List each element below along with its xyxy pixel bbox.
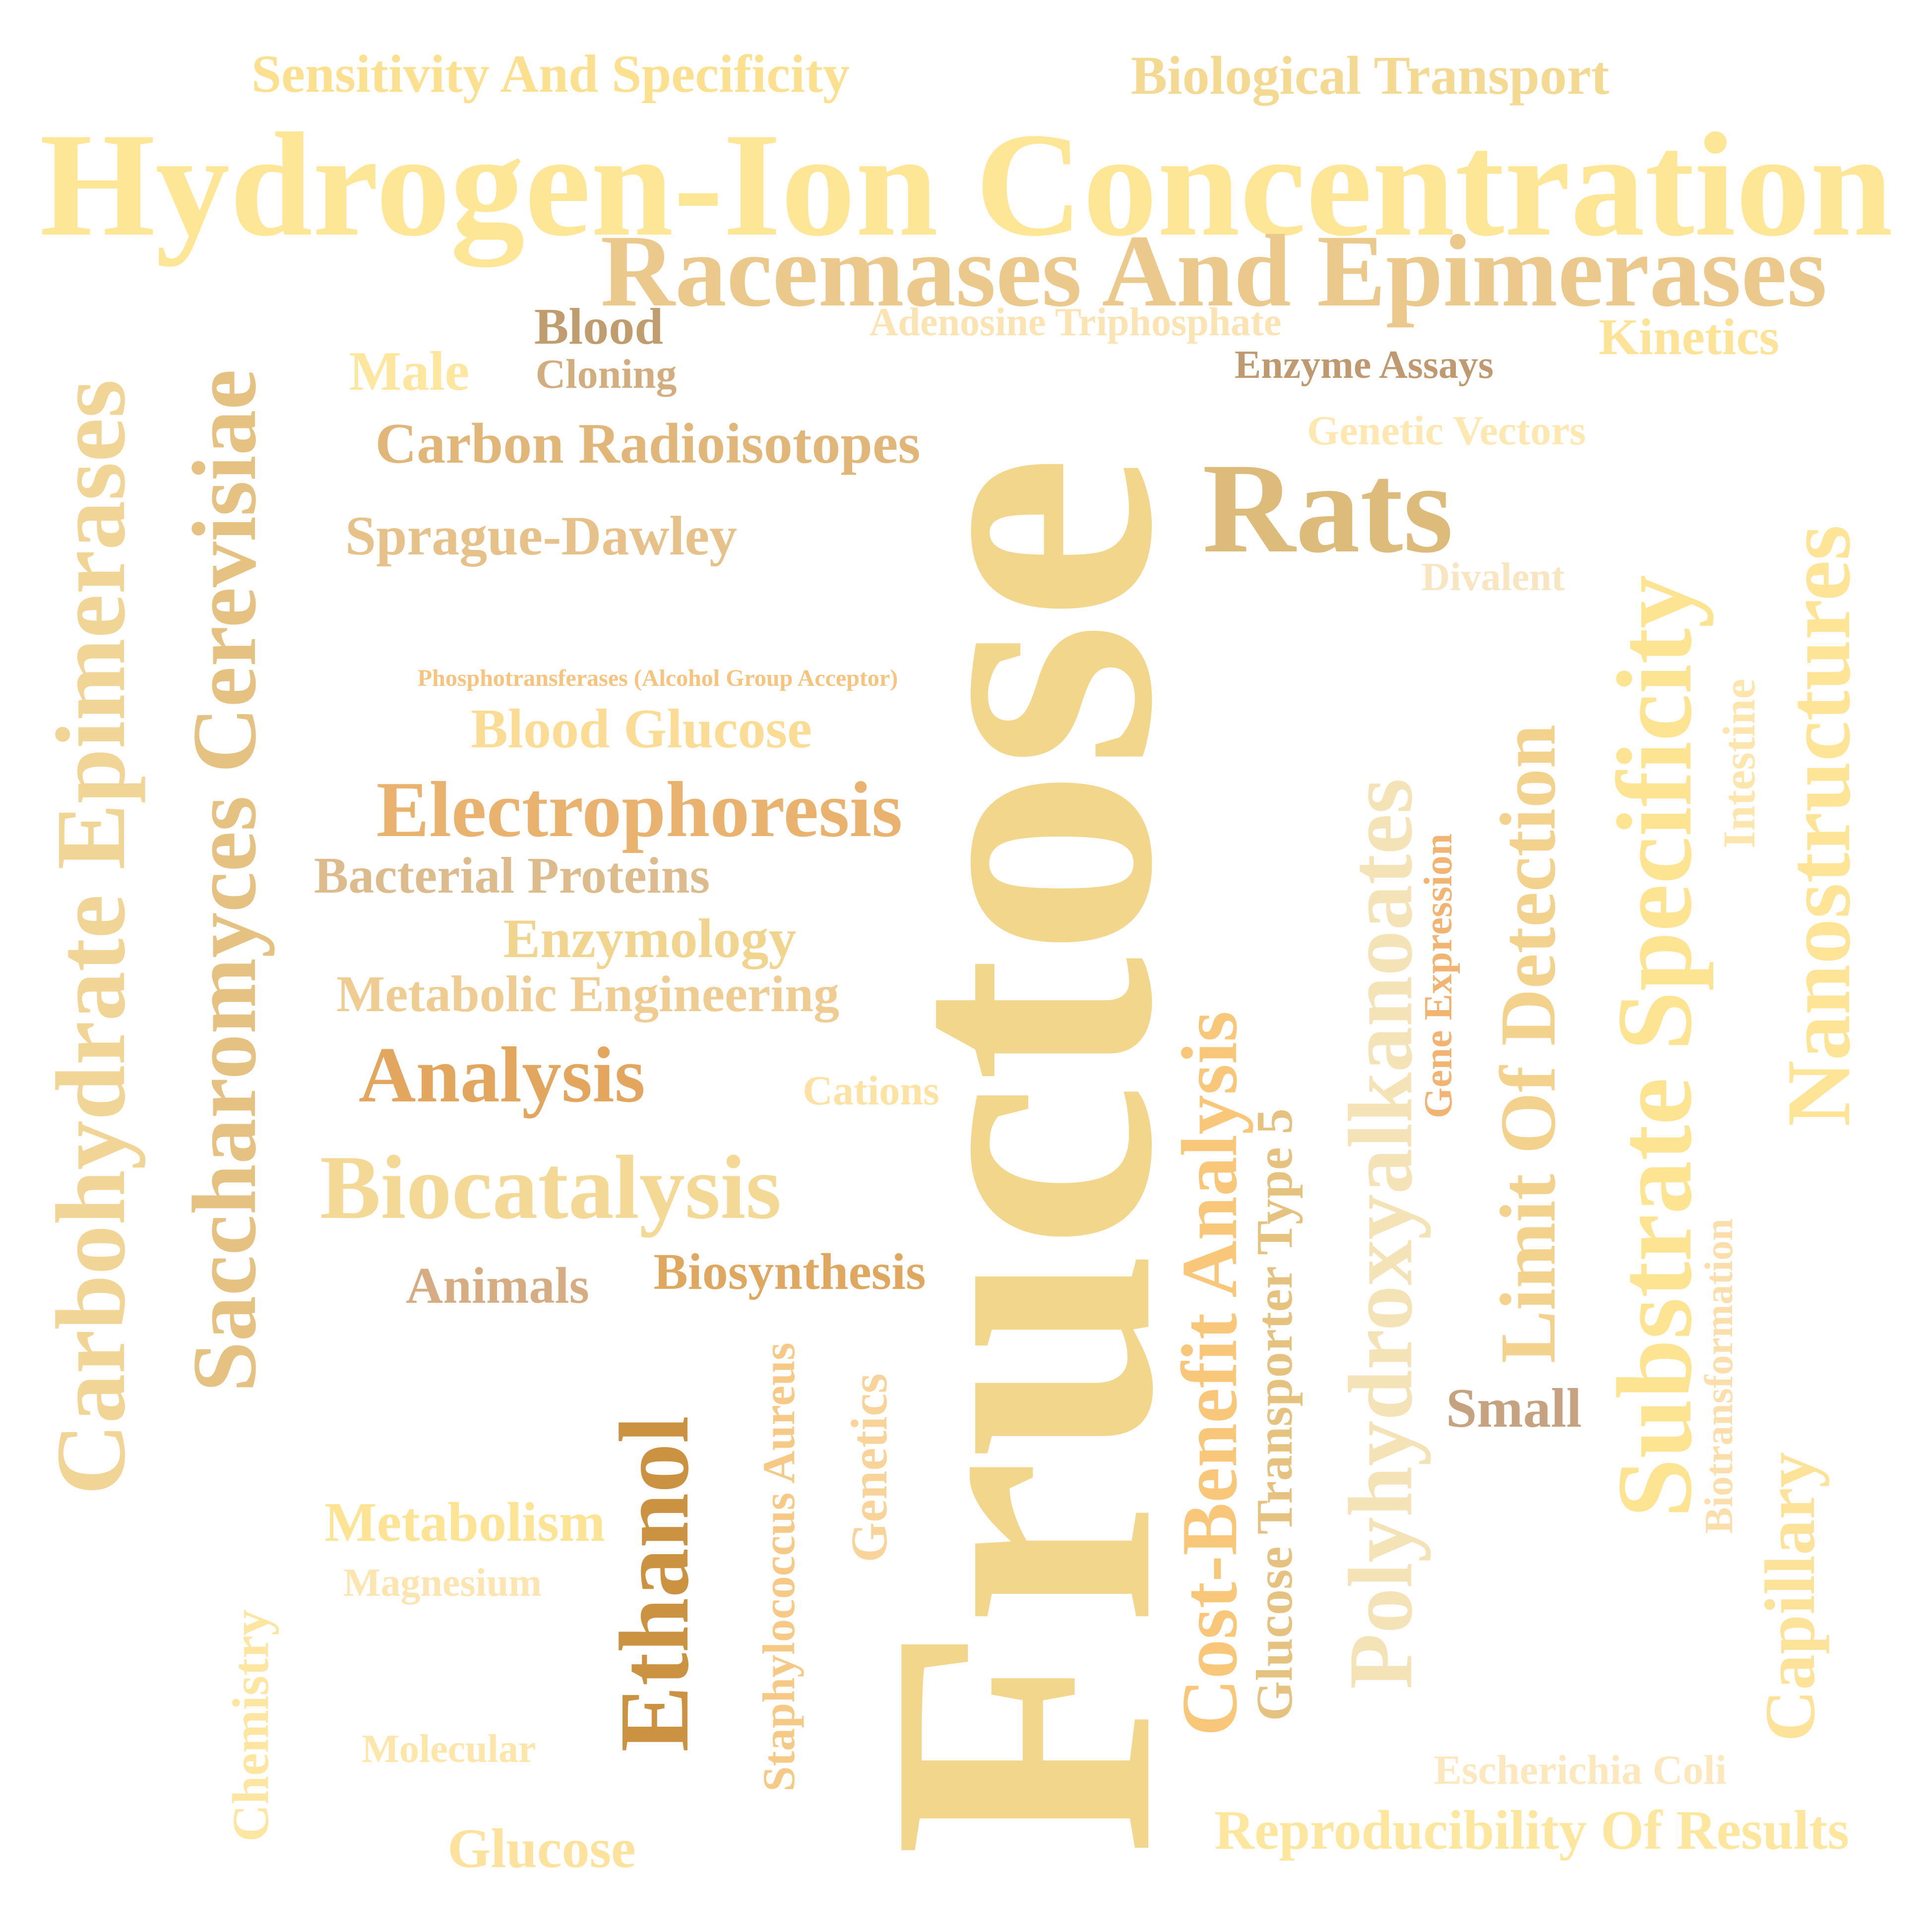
word-analysis: Analysis	[359, 1030, 645, 1119]
word-intestine: Intestine	[1714, 678, 1764, 849]
word-enzymology: Enzymology	[503, 908, 797, 969]
word-cloning: Cloning	[535, 351, 677, 397]
word-glucose: Glucose	[447, 1818, 636, 1879]
word-metabolic-engineering: Metabolic Engineering	[336, 966, 839, 1023]
word-rats: Rats	[1202, 437, 1453, 580]
word-small: Small	[1446, 1378, 1582, 1439]
word-phosphotransferases: Phosphotransferases (Alcohol Group Accep…	[417, 665, 898, 691]
word-blood: Blood	[534, 298, 664, 355]
word-nanostructures: Nanostructures	[1768, 525, 1869, 1127]
word-electrophoresis: Electrophoresis	[376, 765, 903, 853]
word-carbon-radioisotopes: Carbon Radioisotopes	[375, 412, 921, 476]
word-escherichia-coli: Escherichia Coli	[1433, 1747, 1727, 1793]
word-carbohydrate-epimerases: Carbohydrate Epimerases	[36, 379, 146, 1495]
word-sensitivity-and-specificity: Sensitivity And Specificity	[251, 45, 850, 104]
word-adenosine-triphosphate: Adenosine Triphosphate	[869, 301, 1282, 344]
word-gene-expression: Gene Expression	[1417, 833, 1460, 1119]
word-limit-of-detection: Limit Of Detection	[1484, 724, 1572, 1364]
word-molecular: Molecular	[362, 1727, 536, 1771]
word-hydrogen-ion-concentration: Hydrogen-Ion Concentration	[39, 102, 1893, 267]
word-substrate-specificity: Substrate Specificity	[1595, 575, 1714, 1518]
word-glucose-transporter-type-5: Glucose Transporter Type 5	[1246, 1108, 1303, 1721]
word-metabolism: Metabolism	[324, 1492, 606, 1553]
word-genetics: Genetics	[841, 1373, 898, 1563]
word-kinetics: Kinetics	[1599, 308, 1779, 365]
word-male: Male	[349, 341, 470, 402]
word-polyhydroxyalkanoates: Polyhydroxyalkanoates	[1330, 778, 1431, 1690]
word-biocatalysis: Biocatalysis	[319, 1137, 782, 1238]
word-sprague-dawley: Sprague-Dawley	[345, 505, 738, 567]
word-biological-transport: Biological Transport	[1130, 45, 1610, 106]
word-bacterial-proteins: Bacterial Proteins	[313, 847, 710, 904]
word-cations: Cations	[803, 1068, 939, 1114]
word-chemistry: Chemistry	[222, 1610, 279, 1842]
word-racemases-and-epimerases: Racemases And Epimerases	[600, 214, 1827, 328]
word-blood-glucose: Blood Glucose	[471, 698, 812, 760]
word-fructose: Fructose	[813, 454, 1230, 1857]
word-biotransformation: Biotransformation	[1697, 1218, 1741, 1534]
word-biosynthesis: Biosynthesis	[653, 1243, 926, 1300]
word-magnesium: Magnesium	[343, 1561, 542, 1605]
word-saccharomyces-cerevisiae: Saccharomyces Cerevisiae	[174, 369, 275, 1392]
word-enzyme-assays: Enzyme Assays	[1234, 343, 1494, 387]
word-ethanol: Ethanol	[600, 1415, 709, 1752]
word-capillary: Capillary	[1751, 1451, 1830, 1742]
word-divalent: Divalent	[1421, 555, 1565, 599]
word-reproducibility-of-results: Reproducibility Of Results	[1214, 1800, 1849, 1861]
word-genetic-vectors: Genetic Vectors	[1307, 408, 1586, 454]
word-animals: Animals	[406, 1257, 589, 1314]
word-cost-benefit-analysis: Cost-Benefit Analysis	[1165, 1011, 1253, 1737]
word-staphylococcus-aureus: Staphylococcus Aureus	[753, 1342, 804, 1792]
